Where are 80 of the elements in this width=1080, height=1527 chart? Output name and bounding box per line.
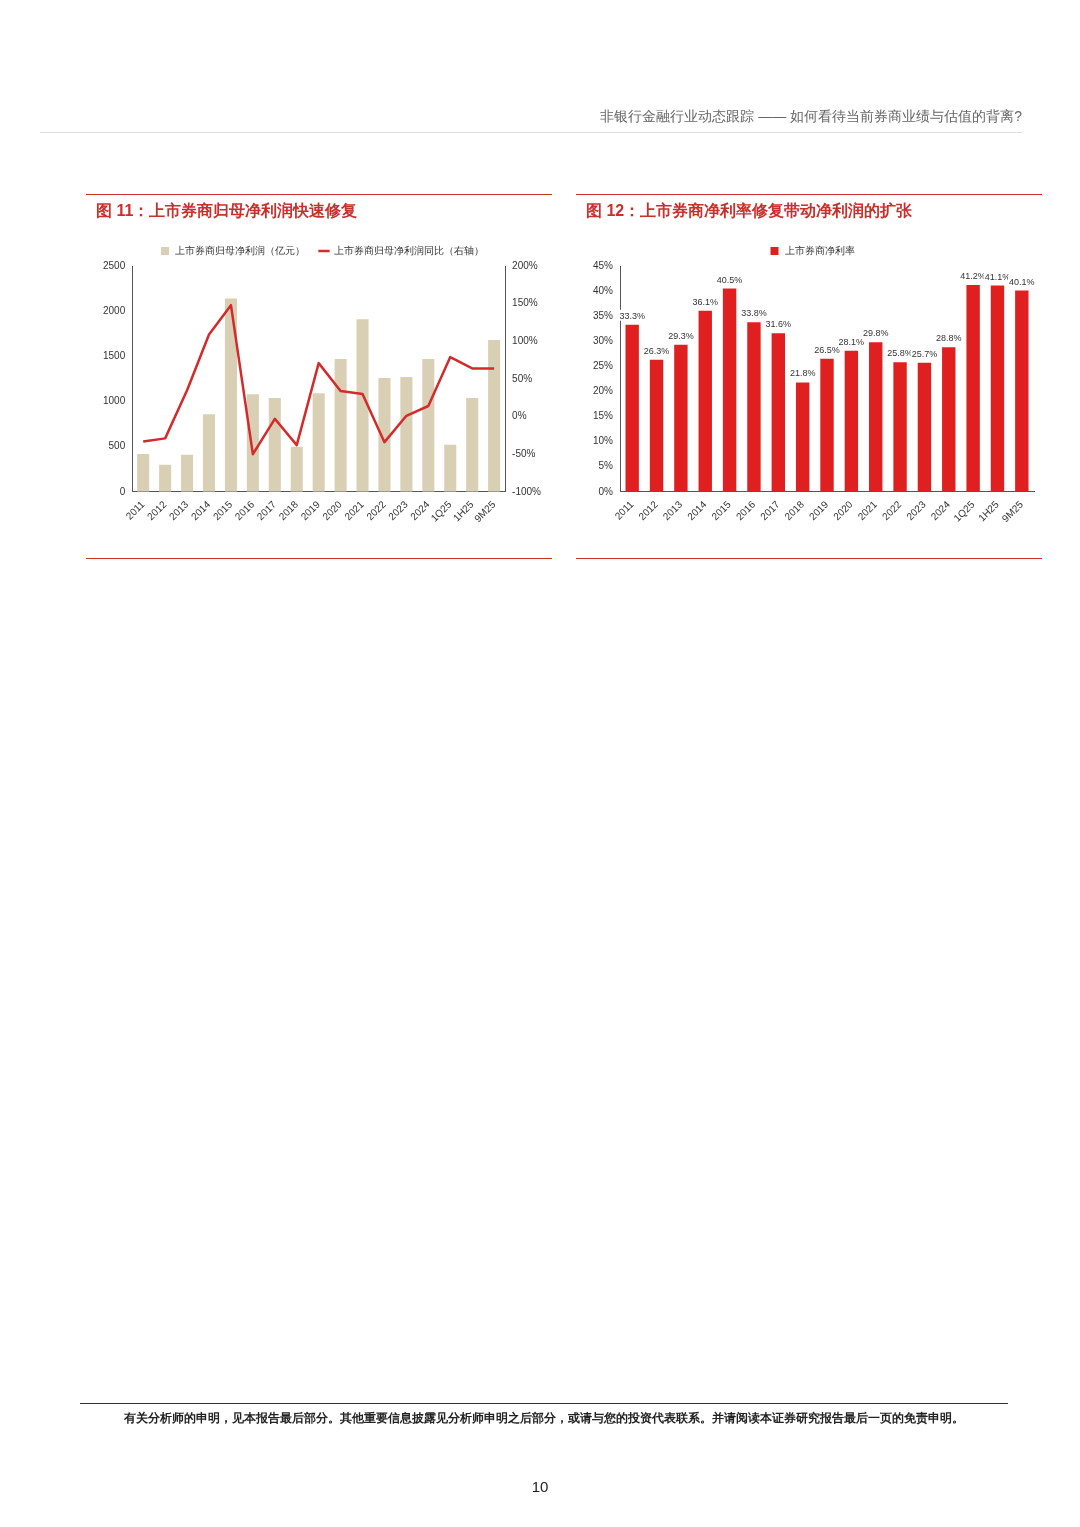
bar	[820, 358, 834, 492]
y-tick-label: 15%	[593, 410, 614, 422]
y-tick-label: 500	[108, 440, 126, 452]
bar	[893, 362, 907, 492]
bar	[290, 446, 303, 492]
y2-tick-label: 150%	[512, 297, 538, 309]
y-tick-label: 5%	[598, 460, 614, 472]
bar	[771, 333, 785, 492]
bar	[722, 288, 737, 492]
data-label: 28.8%	[936, 333, 962, 344]
bar	[159, 464, 172, 492]
bar	[466, 397, 479, 492]
bar	[625, 324, 639, 492]
data-label: 26.5%	[814, 344, 840, 355]
bar	[942, 347, 956, 492]
bar	[268, 397, 281, 492]
y-tick-label: 2500	[103, 259, 126, 271]
bar	[137, 453, 150, 492]
data-label: 29.8%	[862, 328, 889, 339]
data-label: 28.1%	[838, 336, 865, 347]
y-tick-label: 25%	[593, 360, 614, 372]
bar	[224, 298, 237, 492]
bar	[312, 393, 325, 492]
data-label: 33.8%	[741, 308, 767, 319]
y-tick-label: 35%	[593, 309, 614, 321]
bar	[444, 444, 457, 492]
bar	[674, 344, 688, 492]
chart-title: 图 11：上市券商归母净利润快速修复	[86, 194, 552, 228]
bar	[400, 377, 413, 492]
legend-label: 上市券商归母净利润（亿元）	[175, 244, 305, 256]
text: 10	[530, 1478, 550, 1495]
bar	[181, 454, 194, 492]
bar	[378, 378, 391, 492]
bar	[649, 359, 664, 492]
data-label: 29.3%	[668, 330, 694, 341]
chart-title: 图 12：上市券商净利率修复带动净利润的扩张	[576, 194, 1042, 228]
text: 有关分析师的申明，见本报告最后部分。其他重要信息披露见分析师申明之后部分，或请与您的投资代表联系。并请阅读本证券研究报告最后一页的免责申明。	[80, 1403, 1008, 1427]
y2-tick-label: 0%	[512, 410, 527, 422]
y2-tick-label: -50%	[512, 447, 536, 459]
y-tick-label: 0%	[598, 485, 614, 497]
y-tick-label: 45%	[593, 259, 614, 271]
bar	[966, 285, 980, 492]
legend-label: 上市券商净利率	[784, 244, 855, 256]
y-tick-label: 20%	[593, 385, 614, 397]
y2-tick-label: 100%	[512, 335, 538, 347]
data-label: 31.6%	[765, 319, 792, 330]
bar	[917, 362, 932, 492]
bar	[202, 414, 216, 492]
bar	[869, 342, 883, 492]
data-label: 36.1%	[692, 296, 719, 307]
data-label: 40.5%	[716, 274, 743, 285]
bar	[698, 310, 712, 492]
bar	[422, 359, 435, 492]
data-label: 33.3%	[619, 310, 645, 321]
bar	[488, 340, 501, 492]
y-tick-label: 40%	[593, 284, 614, 296]
data-label: 25.7%	[911, 348, 938, 359]
y2-tick-label: 200%	[512, 259, 538, 271]
bar	[747, 322, 761, 492]
bar	[795, 382, 810, 492]
y-tick-label: 10%	[593, 435, 614, 447]
text: 非银行金融行业动态跟踪 —— 如何看待当前券商业绩与估值的背离?	[40, 108, 1022, 133]
bar	[356, 319, 369, 492]
y-tick-label: 1000	[103, 395, 126, 407]
data-label: 41.2%	[960, 271, 986, 282]
data-label: 25.8%	[887, 348, 913, 359]
data-label: 26.3%	[643, 345, 670, 356]
y2-tick-label: 50%	[512, 372, 533, 384]
y-tick-label: 30%	[593, 335, 614, 347]
y-tick-label: 0	[119, 485, 126, 497]
bar	[1015, 290, 1029, 492]
legend-label: 上市券商归母净利润同比（右轴）	[334, 244, 484, 256]
bar	[990, 285, 1005, 492]
data-label: 40.1%	[1009, 276, 1035, 287]
y-tick-label: 1500	[103, 350, 126, 362]
bar	[844, 350, 859, 492]
data-label: 21.8%	[789, 368, 816, 379]
y-tick-label: 2000	[103, 304, 126, 316]
bar	[334, 359, 347, 492]
y2-tick-label: -100%	[512, 485, 542, 497]
